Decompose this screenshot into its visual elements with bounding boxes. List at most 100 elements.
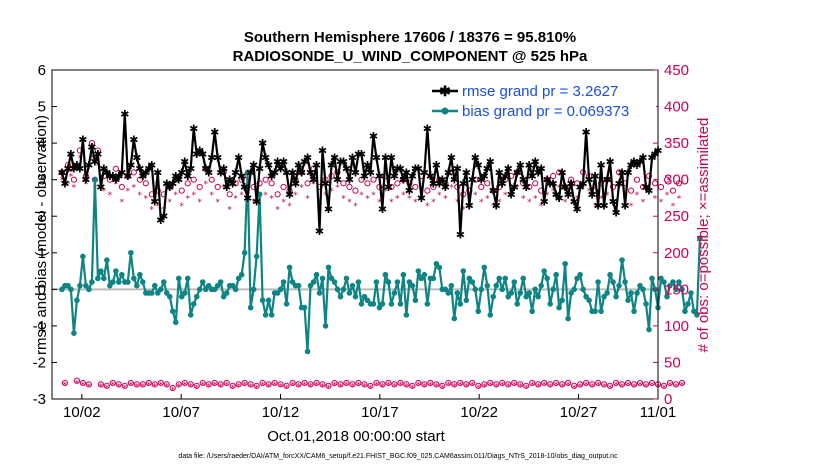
obs-assimilated-marker: * [114, 180, 119, 190]
bias-point [253, 253, 260, 260]
obs-possible-marker [97, 381, 104, 388]
bias-point [286, 264, 293, 271]
obs-assimilated-marker: * [123, 384, 128, 394]
obs-assimilated-marker: * [650, 381, 655, 391]
obs-assimilated-marker: * [221, 183, 226, 193]
obs-possible-marker [256, 180, 263, 187]
bias-point [559, 297, 565, 304]
obs-assimilated-marker: * [147, 381, 152, 391]
obs-possible-marker [523, 382, 530, 389]
rmse-point: ✱ [276, 163, 285, 176]
y-axis-label: rmse and bias (model - observation) [33, 115, 50, 355]
bias-point [379, 301, 386, 307]
rmse-point: ✱ [540, 196, 549, 209]
obs-possible-marker [594, 379, 602, 387]
obs-assimilated-marker: * [626, 381, 631, 391]
rmse-point: ✱ [141, 166, 150, 179]
bias-point [415, 268, 422, 274]
bias-point [610, 279, 616, 285]
bias-point [92, 176, 98, 183]
bias-point [172, 319, 179, 326]
y-tick-label: 3 [38, 172, 46, 189]
bias-point [250, 286, 257, 293]
obs-possible-marker [547, 381, 554, 388]
rmse-point: ✱ [150, 196, 159, 209]
obs-assimilated-marker: * [272, 381, 277, 391]
rmse-point: ✱ [315, 225, 324, 238]
rmse-point: ✱ [492, 199, 501, 212]
obs-assimilated-marker: * [230, 384, 235, 394]
obs-assimilated-marker: * [290, 381, 295, 391]
obs-possible-marker [427, 379, 434, 387]
obs-assimilated-marker: * [362, 382, 367, 392]
rmse-point: ✱ [339, 155, 348, 168]
y2-tick-label: 50 [664, 354, 681, 371]
obs-assimilated-marker: * [668, 381, 673, 391]
obs-possible-marker [199, 379, 206, 387]
rmse-point: ✱ [351, 166, 360, 179]
obs-assimilated-marker: * [365, 194, 370, 204]
obs-possible-marker [133, 381, 140, 388]
bias-point [607, 271, 613, 278]
obs-assimilated-marker: * [629, 202, 634, 212]
rmse-point: ✱ [327, 159, 336, 172]
obs-possible-marker [226, 191, 233, 198]
obs-possible-marker [493, 381, 500, 388]
obs-assimilated-marker: * [422, 382, 427, 392]
rmse-point: ✱ [231, 166, 240, 179]
obs-assimilated-marker: * [500, 381, 505, 391]
obs-possible-marker [364, 180, 371, 187]
obs-assimilated-marker: * [674, 382, 679, 392]
obs-assimilated-marker: * [446, 381, 451, 391]
obs-assimilated-marker: * [554, 381, 559, 391]
rmse-point: ✱ [90, 155, 99, 168]
obs-assimilated-marker: * [66, 180, 71, 190]
obs-assimilated-marker: * [386, 381, 391, 391]
rmse-point: ✱ [399, 174, 408, 187]
obs-assimilated-marker: * [608, 384, 613, 394]
obs-possible-marker [496, 183, 503, 191]
obs-assimilated-marker: * [461, 205, 466, 215]
bias-point [86, 286, 92, 293]
obs-assimilated-marker: * [150, 205, 155, 215]
bias-point [277, 286, 284, 293]
obs-possible-marker [597, 180, 605, 187]
y-tick-label: 6 [38, 62, 46, 79]
bias-point [643, 301, 649, 307]
rmse-point: ✱ [192, 148, 201, 161]
bias-point [166, 293, 173, 300]
bias-point [565, 315, 571, 322]
y-tick-label: -3 [33, 391, 46, 408]
bias-point [631, 308, 637, 315]
obs-possible-marker [211, 379, 218, 387]
rmse-point: ✱ [249, 159, 258, 172]
bias-point [140, 279, 146, 285]
rmse-point: ✱ [363, 159, 372, 172]
obs-possible-marker [469, 379, 476, 387]
bias-point [553, 271, 559, 278]
rmse-point: ✱ [450, 174, 459, 187]
y-tick-label: 5 [38, 99, 46, 116]
obs-possible-marker [478, 183, 485, 191]
legend-bias-label: bias grand pr = 0.069373 [462, 103, 629, 120]
obs-possible-marker [79, 379, 87, 387]
rmse-point: ✱ [165, 181, 174, 194]
bias-point [571, 286, 577, 293]
x-axis-label: Oct.01,2018 00:00:00 start [267, 428, 445, 445]
bias-point [562, 260, 568, 267]
obs-possible-marker [121, 382, 128, 389]
obs-possible-marker [343, 379, 350, 387]
obs-assimilated-marker: * [302, 381, 307, 391]
obs-possible-marker [325, 382, 332, 389]
bias-point [283, 301, 290, 307]
obs-assimilated-marker: * [275, 205, 280, 215]
obs-assimilated-marker: * [338, 382, 343, 392]
rmse-point: ✱ [114, 170, 123, 183]
rmse-point: ✱ [66, 148, 75, 161]
obs-assimilated-marker: * [75, 379, 80, 389]
bias-point [622, 279, 628, 285]
bias-point [511, 279, 518, 285]
bias-point [457, 301, 464, 307]
obs-possible-marker [636, 379, 644, 387]
obs-possible-marker [648, 379, 656, 387]
